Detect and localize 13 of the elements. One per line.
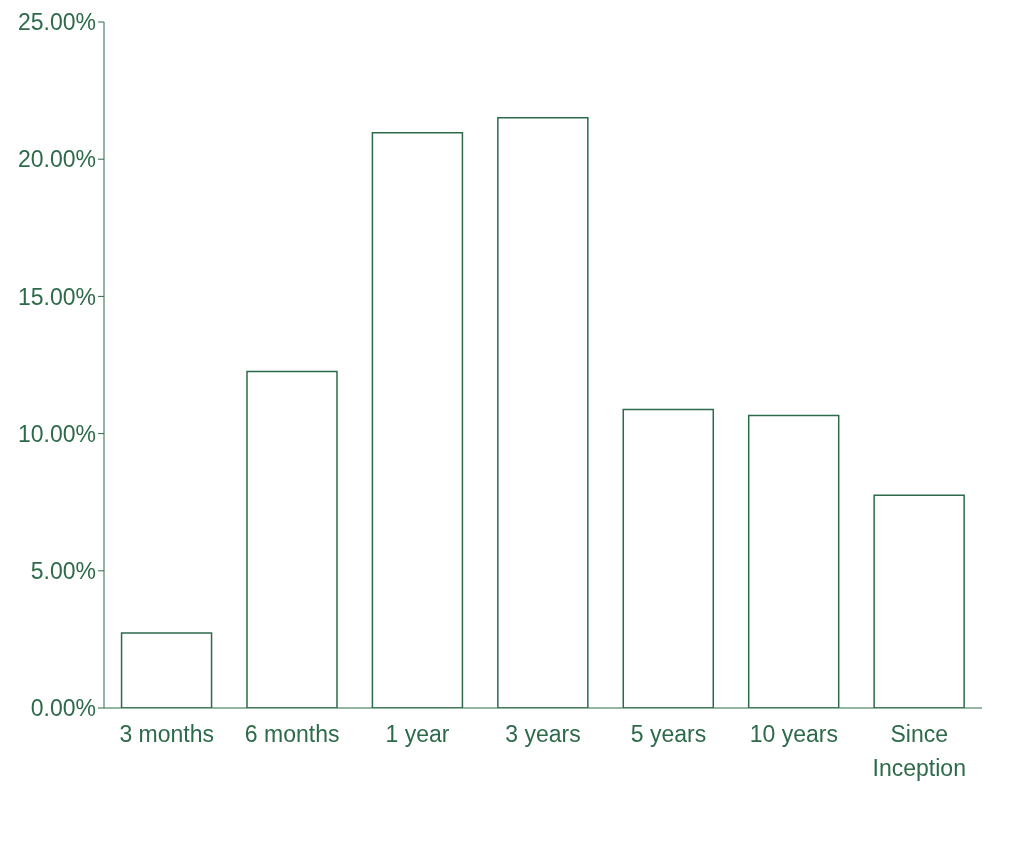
y-tick-label: 0.00% (30, 695, 96, 722)
y-tick-label: 10.00% (17, 420, 96, 447)
x-tick-label: 10 years (749, 721, 838, 747)
x-tick-label: 1 year (385, 721, 450, 747)
y-tick-label: 25.00% (17, 9, 96, 36)
x-tick-label: 3 months (119, 721, 215, 747)
y-tick-label: 5.00% (30, 557, 96, 584)
x-tick-label: Since Inception (872, 721, 966, 781)
y-tick-label: 20.00% (17, 146, 96, 173)
x-tick-label: 5 years (630, 721, 707, 747)
x-tick-label: 3 years (505, 721, 581, 747)
x-tick-label: 6 months (244, 721, 340, 747)
y-tick-label: 15.00% (17, 283, 96, 310)
